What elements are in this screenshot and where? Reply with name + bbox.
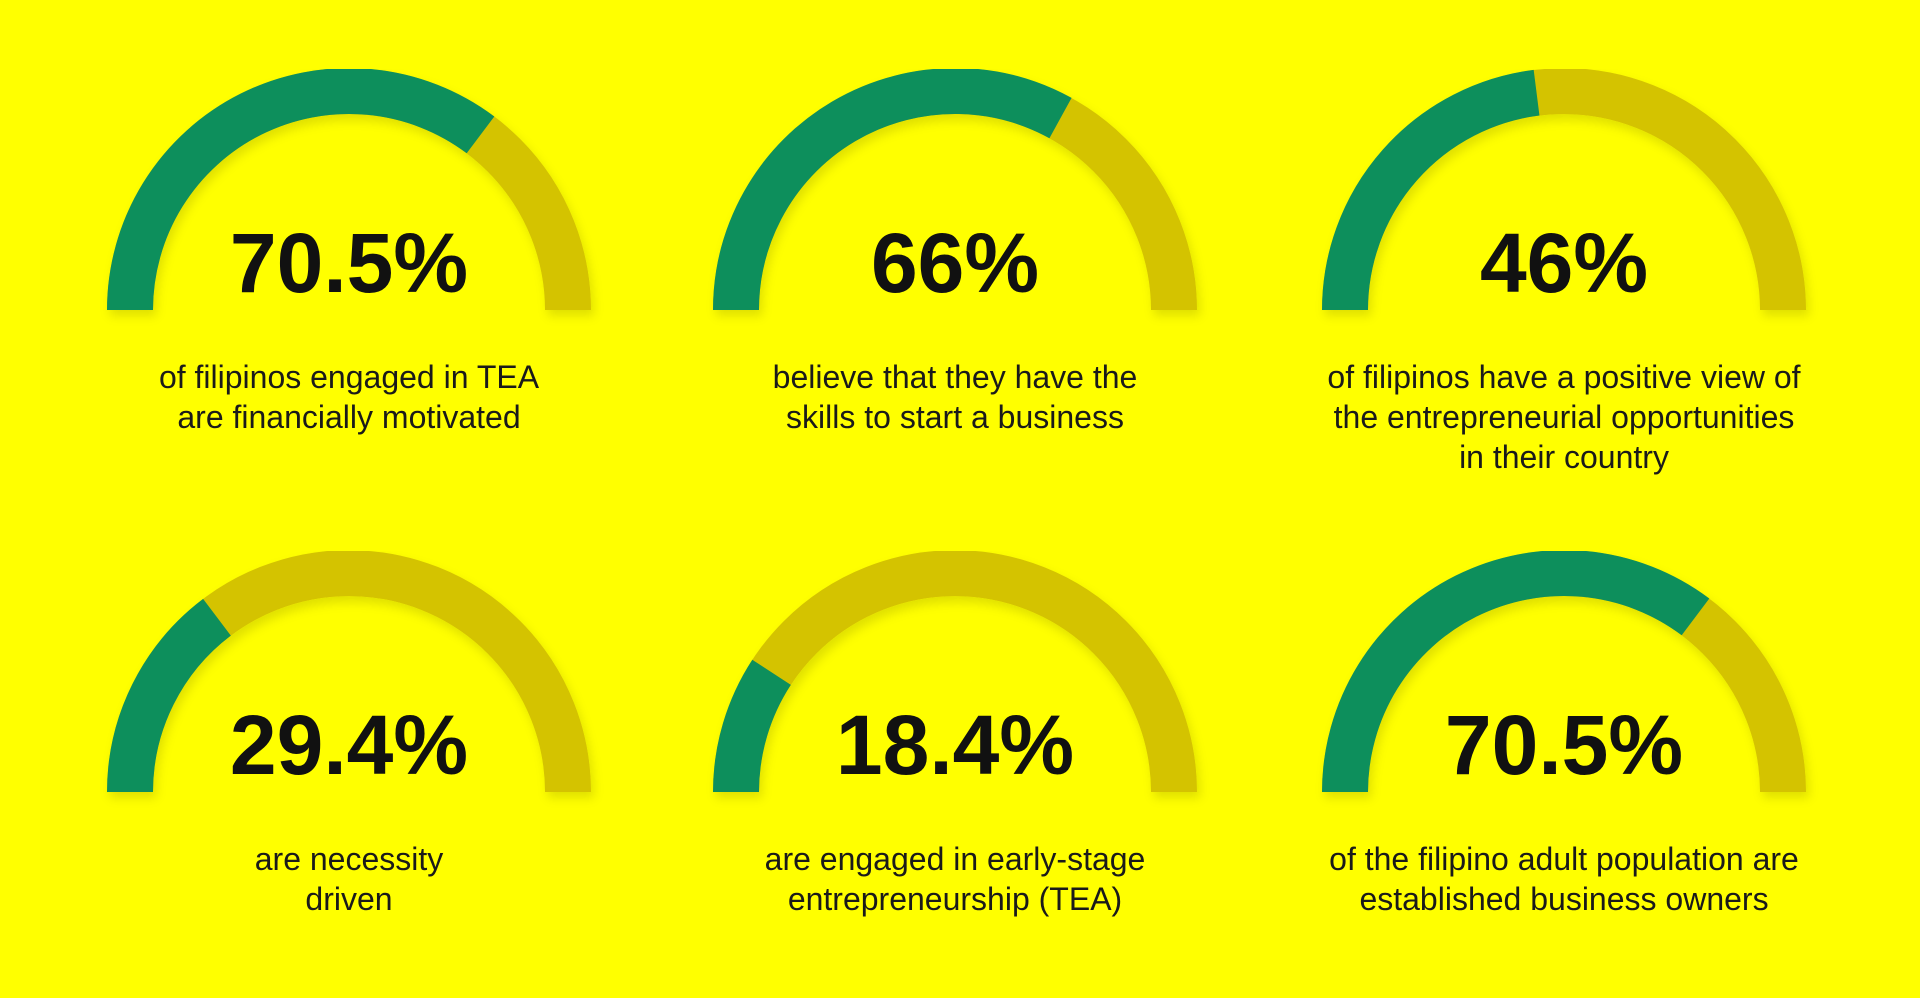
caption: established business owners xyxy=(1359,881,1768,917)
gauge-value-label: 70.5% xyxy=(230,216,468,310)
caption: are engaged in early-stage xyxy=(765,841,1146,877)
caption: in their country xyxy=(1459,439,1669,475)
gauge xyxy=(1322,68,1806,311)
gauge xyxy=(713,550,1197,793)
gauge-fill xyxy=(107,598,232,793)
caption: entrepreneurship (TEA) xyxy=(788,881,1122,917)
gauge-value-label: 46% xyxy=(1480,216,1648,310)
gauge xyxy=(107,68,591,311)
caption: believe that they have the xyxy=(773,359,1138,395)
gauge xyxy=(107,550,591,793)
gauge-value-label: 66% xyxy=(871,216,1039,310)
gauge-value-label: 18.4% xyxy=(836,698,1074,792)
caption: are necessity xyxy=(255,841,444,877)
gauge-value-label: 29.4% xyxy=(230,698,468,792)
gauge-fill xyxy=(107,68,495,311)
gauge-fill xyxy=(1322,69,1540,311)
gauge-fill xyxy=(713,68,1072,311)
caption: the entrepreneurial opportunities xyxy=(1334,399,1795,435)
caption: of the filipino adult population are xyxy=(1329,841,1799,877)
caption: are financially motivated xyxy=(177,399,520,435)
caption: skills to start a business xyxy=(786,399,1124,435)
caption: of filipinos have a positive view of xyxy=(1327,359,1800,395)
gauge-value-label: 70.5% xyxy=(1445,698,1683,792)
gauge xyxy=(1322,550,1806,793)
gauge-fill xyxy=(1322,550,1710,793)
caption: driven xyxy=(305,881,392,917)
caption: of filipinos engaged in TEA xyxy=(159,359,540,395)
gauge-fill xyxy=(713,659,792,793)
gauge xyxy=(713,68,1197,311)
